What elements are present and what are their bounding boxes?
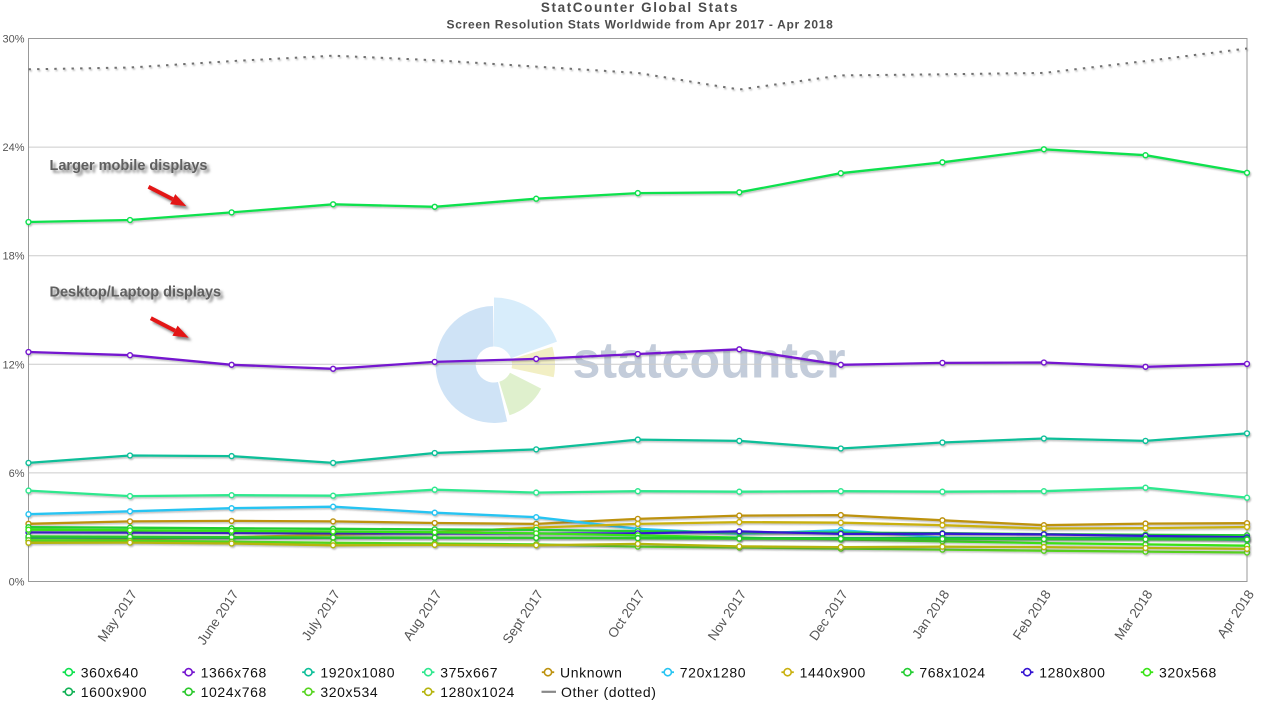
svg-text:statcounter: statcounter xyxy=(573,332,846,389)
svg-text:Larger mobile displays: Larger mobile displays xyxy=(50,158,208,174)
svg-text:1280x800: 1280x800 xyxy=(1039,664,1105,680)
svg-text:18%: 18% xyxy=(2,251,24,263)
svg-text:1024x768: 1024x768 xyxy=(201,684,267,700)
svg-text:320x568: 320x568 xyxy=(1159,664,1217,680)
svg-text:6%: 6% xyxy=(9,468,25,480)
svg-text:1920x1080: 1920x1080 xyxy=(320,664,395,680)
svg-text:1366x768: 1366x768 xyxy=(201,664,267,680)
svg-text:720x1280: 720x1280 xyxy=(680,664,746,680)
svg-text:1600x900: 1600x900 xyxy=(81,684,147,700)
svg-text:StatCounter Global Stats: StatCounter Global Stats xyxy=(541,0,739,15)
svg-text:1440x900: 1440x900 xyxy=(800,664,866,680)
svg-text:320x534: 320x534 xyxy=(320,684,378,700)
svg-text:375x667: 375x667 xyxy=(440,664,498,680)
svg-text:24%: 24% xyxy=(2,142,24,154)
svg-text:0%: 0% xyxy=(9,577,25,589)
svg-text:Unknown: Unknown xyxy=(560,664,623,680)
svg-text:360x640: 360x640 xyxy=(81,664,139,680)
svg-text:Desktop/Laptop displays: Desktop/Laptop displays xyxy=(50,285,222,301)
svg-text:Other (dotted): Other (dotted) xyxy=(561,684,657,700)
svg-text:30%: 30% xyxy=(2,34,24,46)
svg-text:768x1024: 768x1024 xyxy=(919,664,985,680)
svg-text:Screen Resolution Stats Worldw: Screen Resolution Stats Worldwide from A… xyxy=(447,18,834,32)
svg-text:12%: 12% xyxy=(2,359,24,371)
svg-text:1280x1024: 1280x1024 xyxy=(440,684,515,700)
